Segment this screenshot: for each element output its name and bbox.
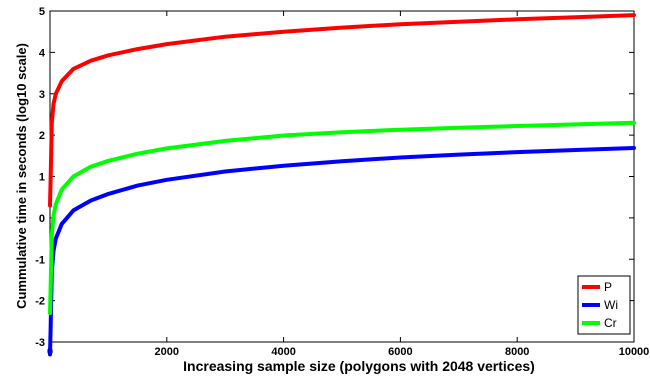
x-tick-label: 10000 xyxy=(619,346,650,358)
y-tick-label: 0 xyxy=(39,213,45,225)
series-layer xyxy=(48,13,636,357)
x-tick-label: 4000 xyxy=(271,346,295,358)
y-tick-label: 4 xyxy=(39,47,46,59)
x-tick-label: 8000 xyxy=(505,346,529,358)
y-tick-label: 1 xyxy=(39,172,45,184)
y-tick-label: 2 xyxy=(39,130,45,142)
series-line-wi xyxy=(48,146,636,357)
y-tick-label: -3 xyxy=(35,337,45,349)
x-tick-label: 2000 xyxy=(155,346,179,358)
y-tick-label: -2 xyxy=(35,296,45,308)
y-tick-label: 3 xyxy=(39,89,45,101)
y-tick-label: -1 xyxy=(35,254,45,266)
y-tick-label: 5 xyxy=(39,6,45,18)
plot-frame xyxy=(49,10,635,343)
legend-entry-p: P xyxy=(604,280,612,294)
series-line-cr xyxy=(48,120,636,316)
legend-entry-wi: Wi xyxy=(604,298,618,312)
y-axis-label: Cummulative time in seconds (log10 scale… xyxy=(14,43,29,309)
x-tick-label: 6000 xyxy=(388,346,412,358)
x-axis-label: Increasing sample size (polygons with 20… xyxy=(183,358,535,374)
series-line-p xyxy=(48,13,636,208)
legend: P Wi Cr xyxy=(577,275,631,335)
legend-entry-cr: Cr xyxy=(604,316,617,330)
